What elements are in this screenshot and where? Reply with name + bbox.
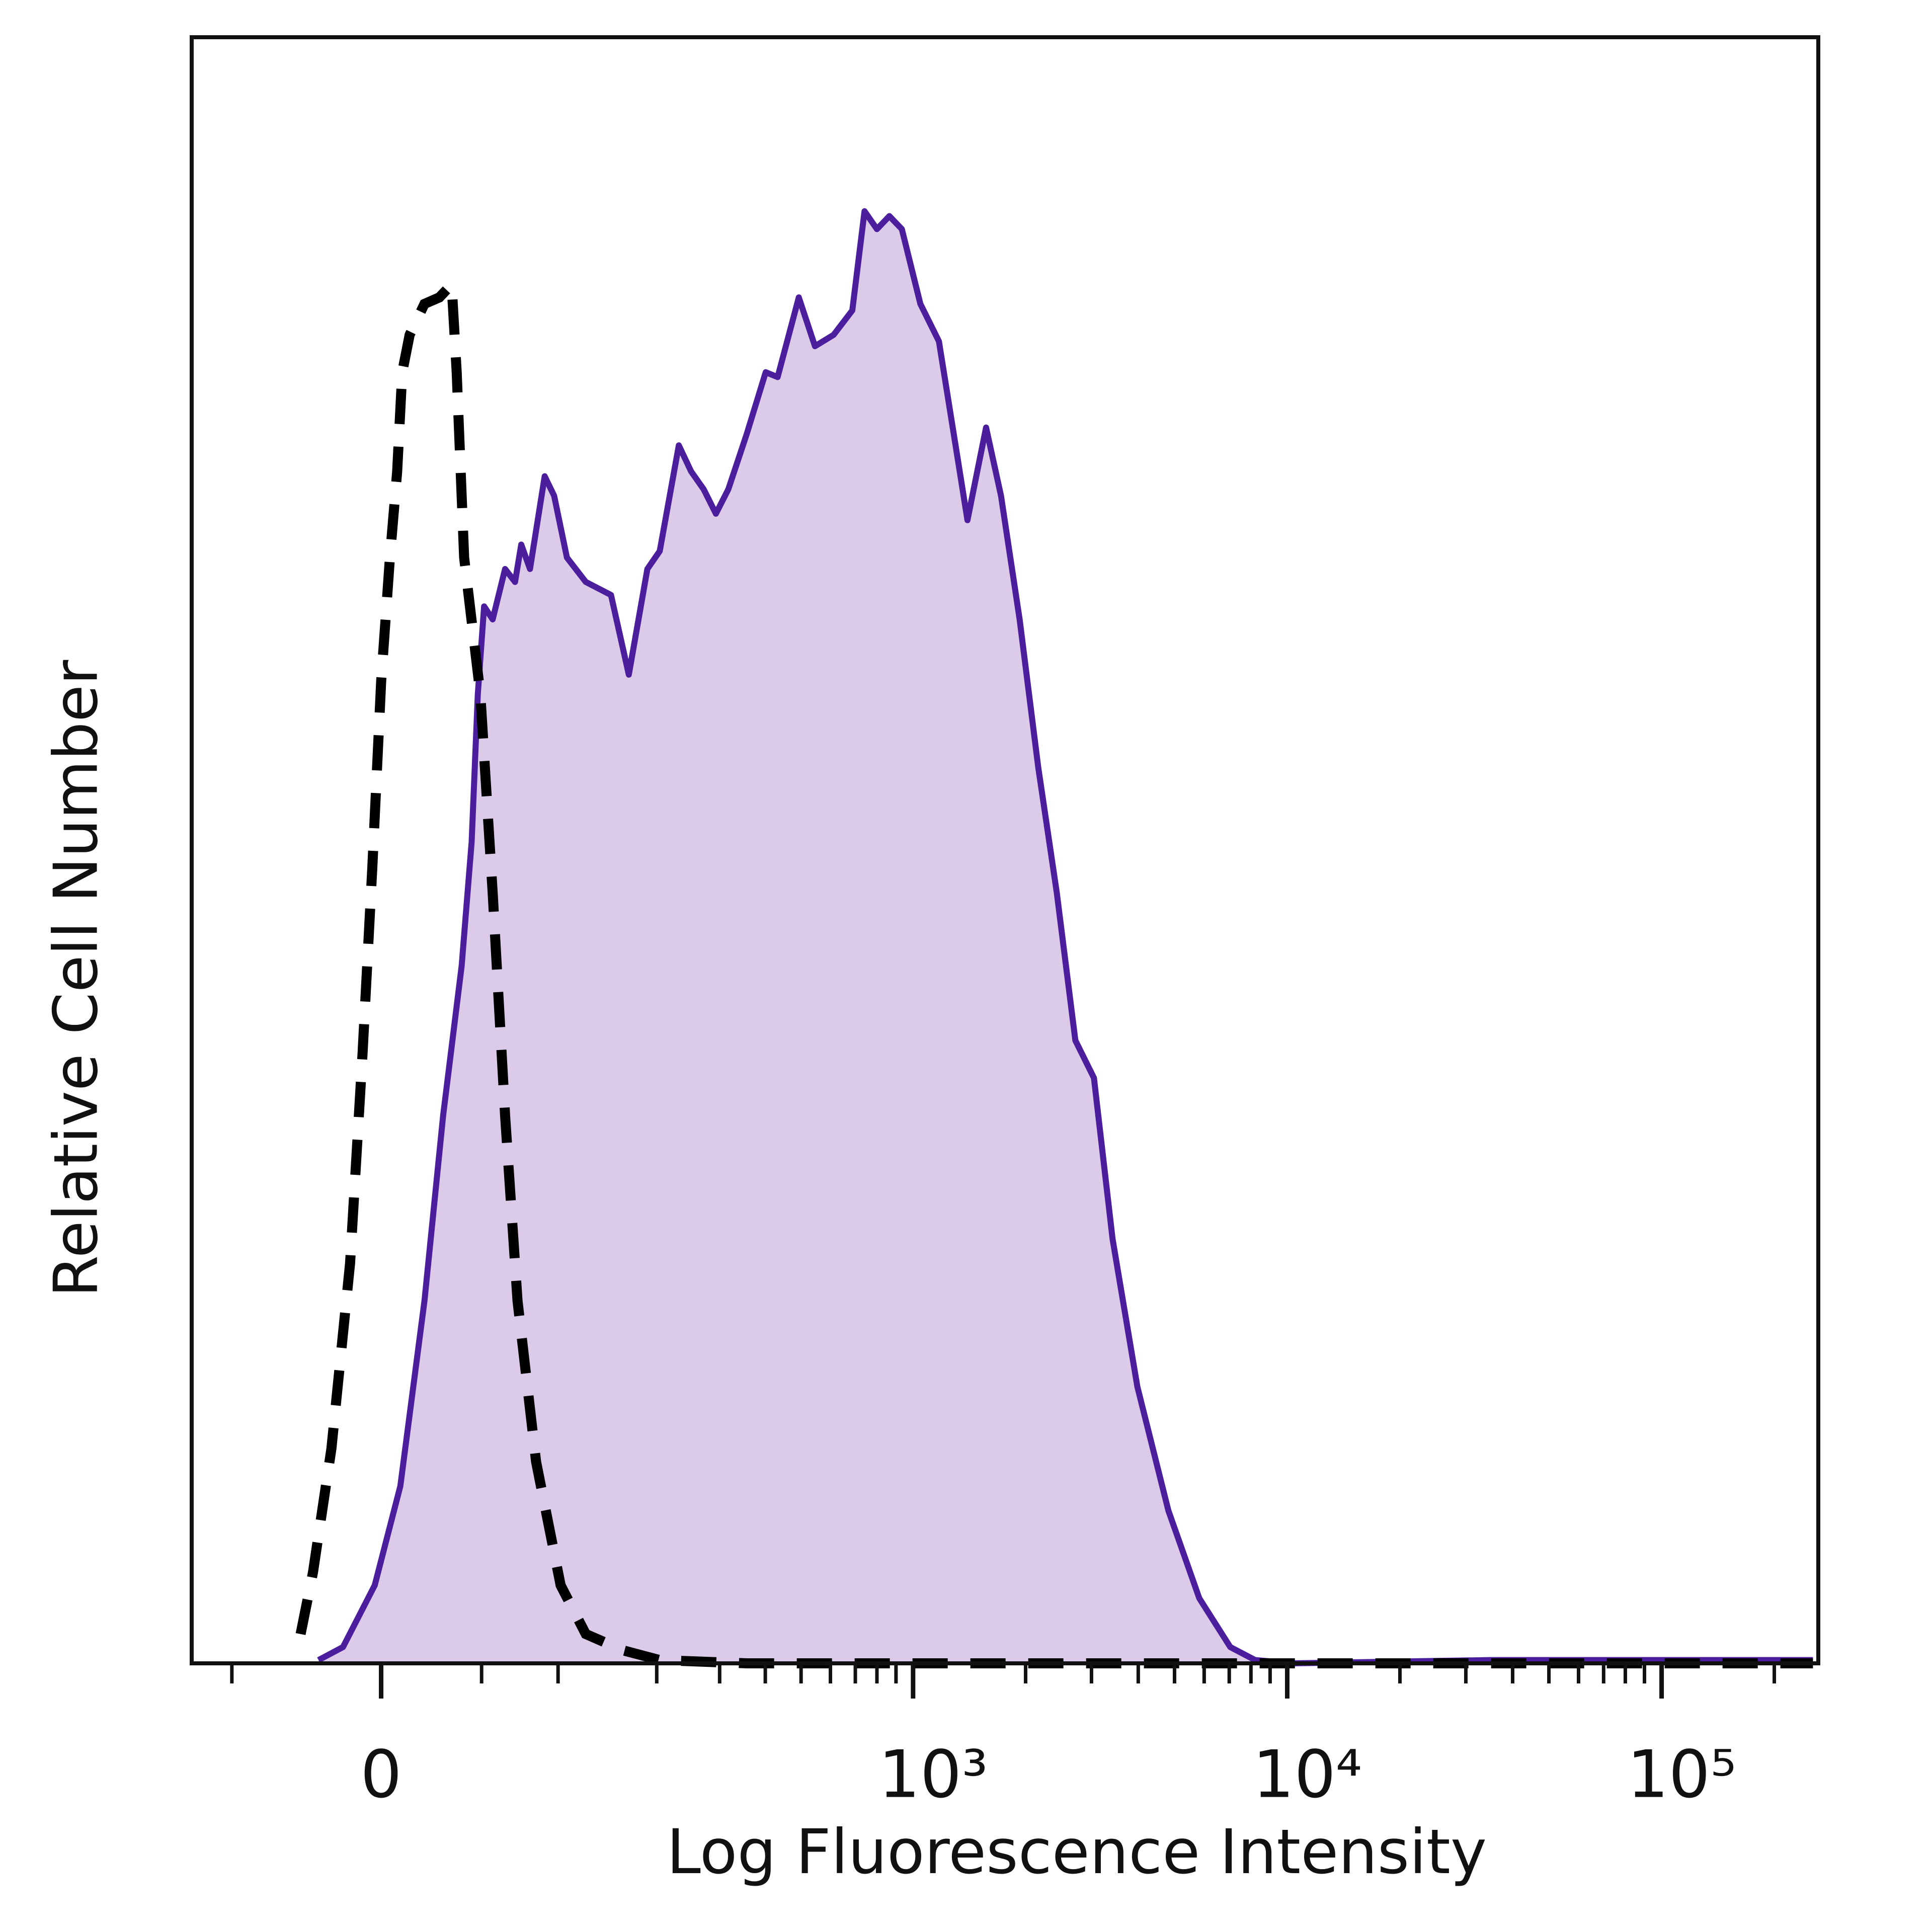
histogram-line bbox=[317, 208, 1813, 1666]
x-tick-label: 0 bbox=[360, 1736, 402, 1813]
x-tick-label: 10⁴ bbox=[1253, 1736, 1362, 1813]
x-tick-label: 10³ bbox=[878, 1736, 988, 1813]
x-axis-label: Log Fluorescence Intensity bbox=[667, 1816, 1487, 1888]
x-tick-label: 10⁵ bbox=[1627, 1736, 1737, 1813]
histogram-line-dashed bbox=[295, 272, 1813, 1668]
plot-frame bbox=[190, 35, 1820, 1665]
histogram-fill bbox=[318, 211, 1813, 1663]
y-axis-label: Relative Cell Number bbox=[42, 660, 112, 1297]
